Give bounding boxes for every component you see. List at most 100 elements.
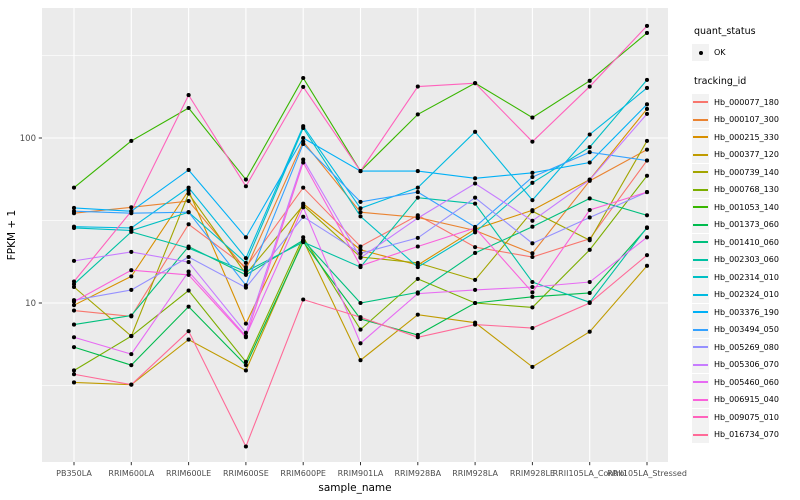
data-point (243, 363, 248, 368)
data-point (473, 287, 478, 292)
x-tick-label: RRIM901LA (338, 469, 384, 478)
data-point (186, 269, 191, 274)
legend-item-Hb_001410_060: Hb_001410_060 (692, 233, 800, 252)
data-point (644, 30, 650, 36)
data-point (530, 180, 535, 185)
data-point (358, 358, 363, 363)
legend-item-Hb_000739_140: Hb_000739_140 (692, 163, 800, 182)
data-point (415, 112, 420, 117)
series-line-icon (692, 303, 709, 321)
legend-item-Hb_006915_040: Hb_006915_040 (692, 391, 800, 409)
legend-item-label: Hb_001373_060 (714, 220, 779, 230)
series-line-icon (692, 181, 709, 199)
data-point (530, 241, 535, 246)
x-tick-label: RRIM928BA (394, 469, 441, 478)
series-line-icon (692, 373, 709, 391)
data-point (530, 294, 535, 299)
data-point (71, 284, 77, 290)
y-axis-title: FPKM + 1 (6, 210, 18, 260)
data-point (243, 330, 248, 335)
data-point (530, 115, 535, 120)
data-point (243, 368, 248, 373)
y-tick-label: 10 (25, 299, 36, 309)
data-point (473, 300, 478, 306)
data-point (71, 205, 77, 210)
legend-item-label: Hb_016734_070 (714, 430, 779, 440)
data-point (644, 173, 650, 178)
data-point (473, 277, 478, 282)
data-point (301, 160, 306, 165)
data-point (473, 225, 478, 231)
data-point (530, 284, 535, 290)
data-point (530, 290, 535, 295)
data-point (473, 201, 478, 206)
legend-item-Hb_002324_010: Hb_002324_010 (692, 286, 800, 304)
data-point (129, 138, 134, 143)
legend-item-Hb_003376_190: Hb_003376_190 (692, 303, 800, 322)
series-line-icon (692, 268, 709, 286)
data-point (301, 157, 306, 162)
data-point (587, 160, 592, 165)
legend-item-Hb_005460_060: Hb_005460_060 (692, 373, 800, 392)
data-point (587, 132, 592, 137)
series-line-icon (692, 233, 709, 251)
series-line-icon (692, 163, 709, 181)
series-line-icon (692, 198, 709, 216)
data-point (243, 272, 248, 277)
data-point (644, 23, 650, 28)
data-point (186, 191, 191, 196)
x-tick-label: PB350LA (56, 469, 92, 478)
legend-item-Hb_002314_010: Hb_002314_010 (692, 268, 800, 287)
data-point (530, 209, 535, 214)
legend-item-label: Hb_005460_060 (714, 377, 779, 387)
data-point (530, 174, 535, 180)
ok-point-icon (692, 44, 709, 62)
legend-item-ok: OK (692, 44, 800, 62)
series-line-icon (692, 408, 709, 426)
data-point (358, 341, 363, 346)
legend-item-label: Hb_006915_040 (714, 395, 779, 405)
data-point (415, 291, 420, 296)
data-point (415, 185, 420, 190)
legend-item-label: Hb_000377_120 (714, 150, 779, 160)
legend-item-label: Hb_000768_130 (714, 185, 779, 195)
data-point (71, 372, 77, 377)
data-point (71, 308, 77, 313)
data-point (129, 274, 134, 279)
data-point (71, 209, 77, 214)
legend-item-label: Hb_002303_060 (714, 255, 779, 265)
data-point (644, 85, 650, 91)
data-point (530, 364, 535, 369)
data-point (587, 215, 592, 220)
data-point (415, 235, 420, 240)
data-point (415, 276, 420, 281)
data-point (243, 235, 248, 240)
gridlines (42, 8, 668, 462)
data-point (473, 176, 478, 181)
data-point (587, 300, 592, 306)
plot-svg: 10 100 PB350LA RRIM600LA RRIM600LE RRIM600SE R… (6, 8, 687, 494)
data-point (129, 205, 134, 210)
data-point (71, 368, 77, 373)
data-point (301, 205, 306, 210)
data-point (186, 254, 191, 260)
x-tick-label: RRIM600LE (166, 469, 211, 478)
data-point (129, 225, 134, 231)
data-points (71, 23, 650, 449)
data-point (186, 260, 191, 265)
data-point (530, 224, 535, 229)
data-point (301, 135, 306, 141)
series-line-icon (692, 321, 709, 339)
data-point (186, 272, 191, 277)
data-point (473, 322, 478, 327)
legend-tracking-id: tracking_id Hb_000077_180 Hb_000107_300 Hb… (692, 76, 800, 444)
data-point (530, 139, 535, 144)
legend-item-Hb_000077_180: Hb_000077_180 (692, 93, 800, 112)
data-point (301, 240, 306, 245)
data-point (587, 207, 592, 213)
data-point (530, 198, 535, 203)
legend-item-label: Hb_001053_140 (714, 202, 779, 212)
data-point (71, 185, 77, 190)
legend-item-label: Hb_000215_330 (714, 132, 779, 142)
